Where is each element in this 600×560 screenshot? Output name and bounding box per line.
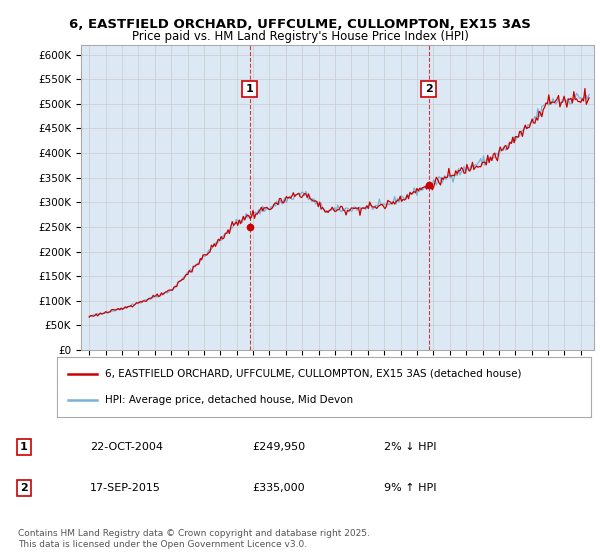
Text: Contains HM Land Registry data © Crown copyright and database right 2025.
This d: Contains HM Land Registry data © Crown c… xyxy=(18,529,370,549)
Text: 6, EASTFIELD ORCHARD, UFFCULME, CULLOMPTON, EX15 3AS (detached house): 6, EASTFIELD ORCHARD, UFFCULME, CULLOMPT… xyxy=(105,368,521,379)
Text: HPI: Average price, detached house, Mid Devon: HPI: Average price, detached house, Mid … xyxy=(105,395,353,405)
Text: 22-OCT-2004: 22-OCT-2004 xyxy=(90,442,163,452)
Text: 2: 2 xyxy=(425,84,433,94)
Text: 17-SEP-2015: 17-SEP-2015 xyxy=(90,483,161,493)
Text: £249,950: £249,950 xyxy=(252,442,305,452)
Text: Price paid vs. HM Land Registry's House Price Index (HPI): Price paid vs. HM Land Registry's House … xyxy=(131,30,469,43)
Text: 6, EASTFIELD ORCHARD, UFFCULME, CULLOMPTON, EX15 3AS: 6, EASTFIELD ORCHARD, UFFCULME, CULLOMPT… xyxy=(69,18,531,31)
Text: £335,000: £335,000 xyxy=(252,483,305,493)
Text: 1: 1 xyxy=(246,84,254,94)
Text: 2: 2 xyxy=(20,483,28,493)
Text: 2% ↓ HPI: 2% ↓ HPI xyxy=(384,442,437,452)
Text: 1: 1 xyxy=(20,442,28,452)
Text: 9% ↑ HPI: 9% ↑ HPI xyxy=(384,483,437,493)
